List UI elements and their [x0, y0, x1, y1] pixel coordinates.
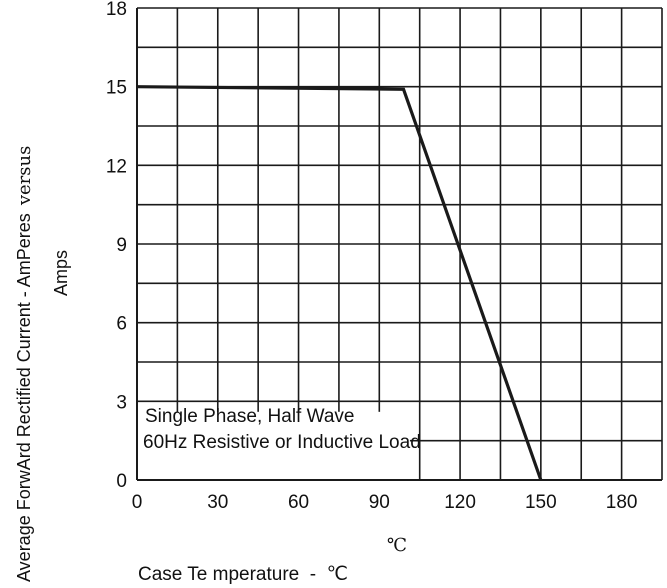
- x-tick-label: 0: [132, 492, 143, 513]
- x-tick-label: 180: [606, 492, 638, 513]
- y-tick-label: 15: [106, 78, 127, 99]
- y-tick-label: 6: [116, 314, 127, 335]
- derating-curve: [136, 85, 543, 481]
- tick-labels: 0 30 60 90 120 150 180 0 3 6 9 12 15 18: [106, 0, 638, 513]
- y-tick-label: 12: [106, 156, 127, 177]
- annotation-line-1: Single Phase, Half Wave: [145, 406, 354, 427]
- y-axis-label: Average ForwArd Rectified Current - AmPe…: [14, 146, 35, 582]
- y-tick-label: 3: [116, 392, 127, 413]
- y-axis-label-units: Amps: [51, 250, 71, 296]
- x-tick-label: 90: [369, 492, 390, 513]
- x-tick-label: 120: [444, 492, 476, 513]
- x-axis-label: Case Te mperature - ℃: [138, 564, 348, 585]
- annotation-line-2: 60Hz Resistive or Inductive Load: [143, 432, 421, 453]
- annotation-box: [138, 411, 410, 479]
- y-axis-label-versus: versus: [14, 146, 35, 207]
- y-axis-label-text: Average ForwArd Rectified Current - AmPe…: [14, 213, 34, 582]
- x-tick-label: 60: [288, 492, 309, 513]
- x-tick-label: 150: [525, 492, 557, 513]
- y-tick-label: 0: [116, 471, 127, 492]
- y-tick-label: 9: [116, 235, 127, 256]
- x-tick-label: 30: [207, 492, 228, 513]
- x-axis-unit: ℃: [387, 535, 407, 556]
- y-tick-label: 18: [106, 0, 127, 20]
